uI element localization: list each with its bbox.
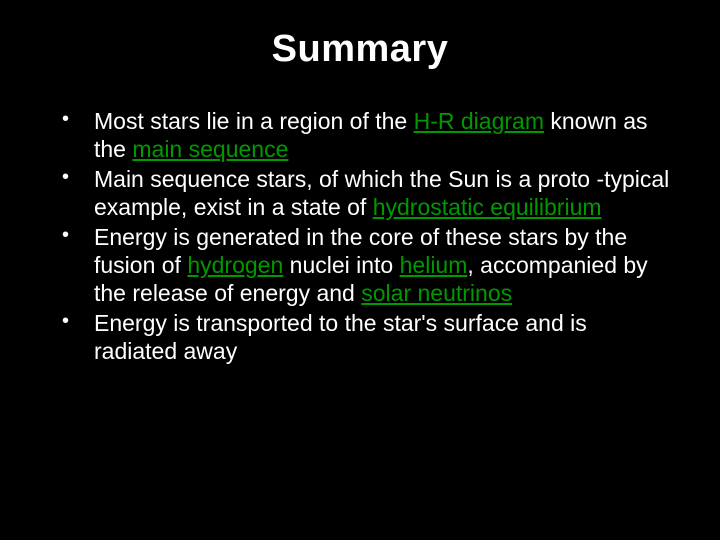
bullet-item: Main sequence stars, of which the Sun is… bbox=[62, 165, 672, 221]
body-text: Most stars lie in a region of the bbox=[94, 108, 414, 134]
highlight-text: helium bbox=[400, 252, 468, 278]
highlight-text: main sequence bbox=[132, 136, 288, 162]
slide-title: Summary bbox=[48, 28, 672, 71]
bullet-list: Most stars lie in a region of the H-R di… bbox=[48, 107, 672, 365]
bullet-item: Most stars lie in a region of the H-R di… bbox=[62, 107, 672, 163]
highlight-text: solar neutrinos bbox=[361, 280, 512, 306]
bullet-item: Energy is transported to the star's surf… bbox=[62, 309, 672, 365]
bullet-item: Energy is generated in the core of these… bbox=[62, 223, 672, 307]
highlight-text: hydrostatic equilibrium bbox=[373, 194, 602, 220]
highlight-text: H-R diagram bbox=[414, 108, 544, 134]
body-text: nuclei into bbox=[283, 252, 399, 278]
highlight-text: hydrogen bbox=[187, 252, 283, 278]
body-text: Energy is transported to the star's surf… bbox=[94, 310, 587, 364]
